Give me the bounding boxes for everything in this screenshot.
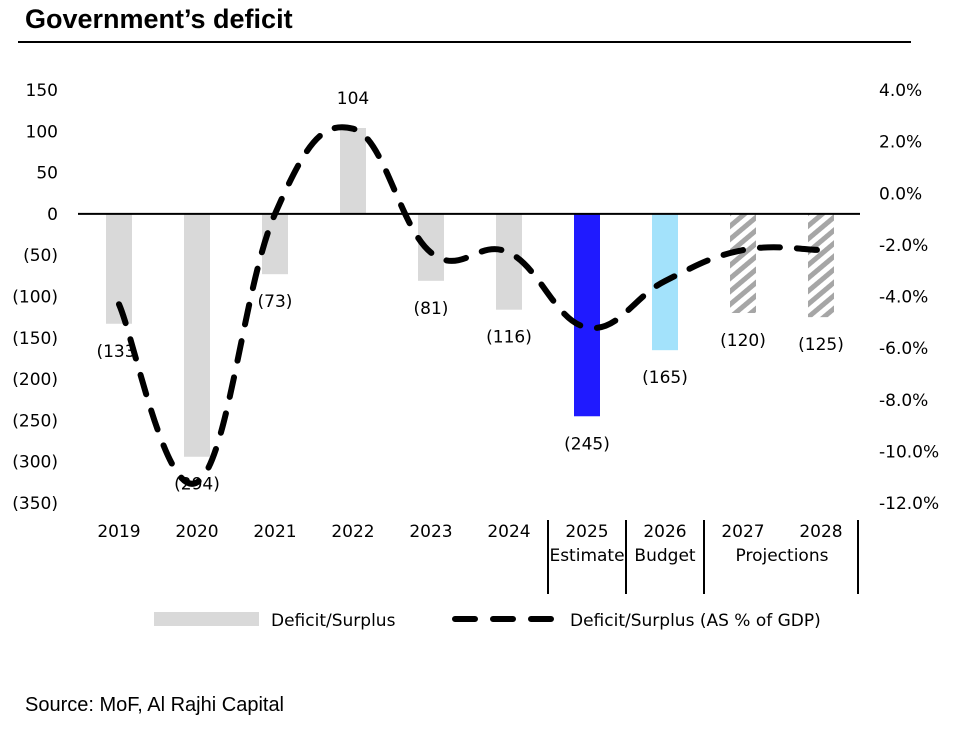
group-label: Estimate (549, 546, 624, 566)
chart-title: Government’s deficit (25, 4, 293, 34)
x-tick-label: 2026 (643, 522, 686, 542)
bar-data-label: (73) (258, 292, 293, 312)
group-label: Budget (634, 546, 695, 566)
bar-data-label: (133 (96, 342, 135, 362)
left-tick-label: (250) (12, 411, 58, 431)
x-tick-label: 2022 (331, 522, 374, 542)
x-axis: 2019 2020 2021 2022 2023 2024 2025 2026 2027 2028 (97, 522, 842, 542)
x-tick-label: 2021 (253, 522, 296, 542)
left-tick-label: 150 (26, 81, 58, 101)
left-tick-label: (300) (12, 453, 58, 473)
legend: Deficit/Surplus Deficit/Surplus (AS % of… (154, 611, 821, 631)
left-tick-label: 50 (36, 164, 58, 184)
x-tick-label: 2024 (487, 522, 530, 542)
bar-2020 (184, 213, 210, 457)
bar-2027 (730, 213, 756, 314)
left-tick-label: (100) (12, 288, 58, 308)
left-tick-label: (350) (12, 494, 58, 514)
bar-data-label: (120) (720, 331, 766, 351)
x-tick-label: 2019 (97, 522, 140, 542)
x-tick-label: 2028 (799, 522, 842, 542)
bar-series (106, 127, 834, 457)
group-label: Projections (736, 546, 829, 566)
right-tick-label: 4.0% (879, 81, 922, 101)
left-tick-label: (50) (23, 246, 58, 266)
right-tick-label: -6.0% (879, 339, 928, 359)
right-tick-label: 0.0% (879, 184, 922, 204)
legend-label-deficit: Deficit/Surplus (271, 611, 396, 631)
bar-data-label: (81) (414, 299, 449, 319)
gdp-pct-line (116, 124, 824, 487)
bar-data-label: (165) (642, 368, 688, 388)
bar-data-label: 104 (337, 89, 369, 109)
legend-label-gdp-pct: Deficit/Surplus (AS % of GDP) (570, 611, 821, 631)
right-tick-label: 2.0% (879, 133, 922, 153)
x-tick-label: 2023 (409, 522, 452, 542)
bar-2028 (808, 213, 834, 318)
left-tick-label: 0 (47, 205, 58, 225)
x-tick-label: 2025 (565, 522, 608, 542)
right-axis: 4.0% 2.0% 0.0% -2.0% -4.0% -6.0% -8.0% -10.0% -1… (879, 81, 939, 514)
left-tick-label: (200) (12, 370, 58, 390)
x-tick-label: 2020 (175, 522, 218, 542)
bar-data-label: (116) (486, 328, 532, 348)
left-axis: 150 100 50 0 (50) (100) (150) (200) (250) (300) (3… (12, 81, 58, 514)
bar-data-label: (245) (564, 434, 610, 454)
right-tick-label: -8.0% (879, 391, 928, 411)
bar-2025 (574, 213, 600, 417)
left-tick-label: 100 (26, 122, 58, 142)
legend-bar-swatch (154, 612, 259, 626)
right-tick-label: -10.0% (879, 442, 939, 462)
category-groups: Estimate Budget Projections (547, 520, 859, 594)
source-note: Source: MoF, Al Rajhi Capital (25, 694, 285, 716)
bar-2022 (340, 127, 366, 214)
right-tick-label: -4.0% (879, 288, 928, 308)
left-tick-label: (150) (12, 329, 58, 349)
title-rule (18, 41, 911, 43)
right-tick-label: -12.0% (879, 494, 939, 514)
chart: 150 100 50 0 (50) (100) (150) (200) (250) (300) (3… (12, 81, 939, 631)
bar-data-label: (125) (798, 335, 844, 355)
x-tick-label: 2027 (721, 522, 764, 542)
right-tick-label: -2.0% (879, 236, 928, 256)
